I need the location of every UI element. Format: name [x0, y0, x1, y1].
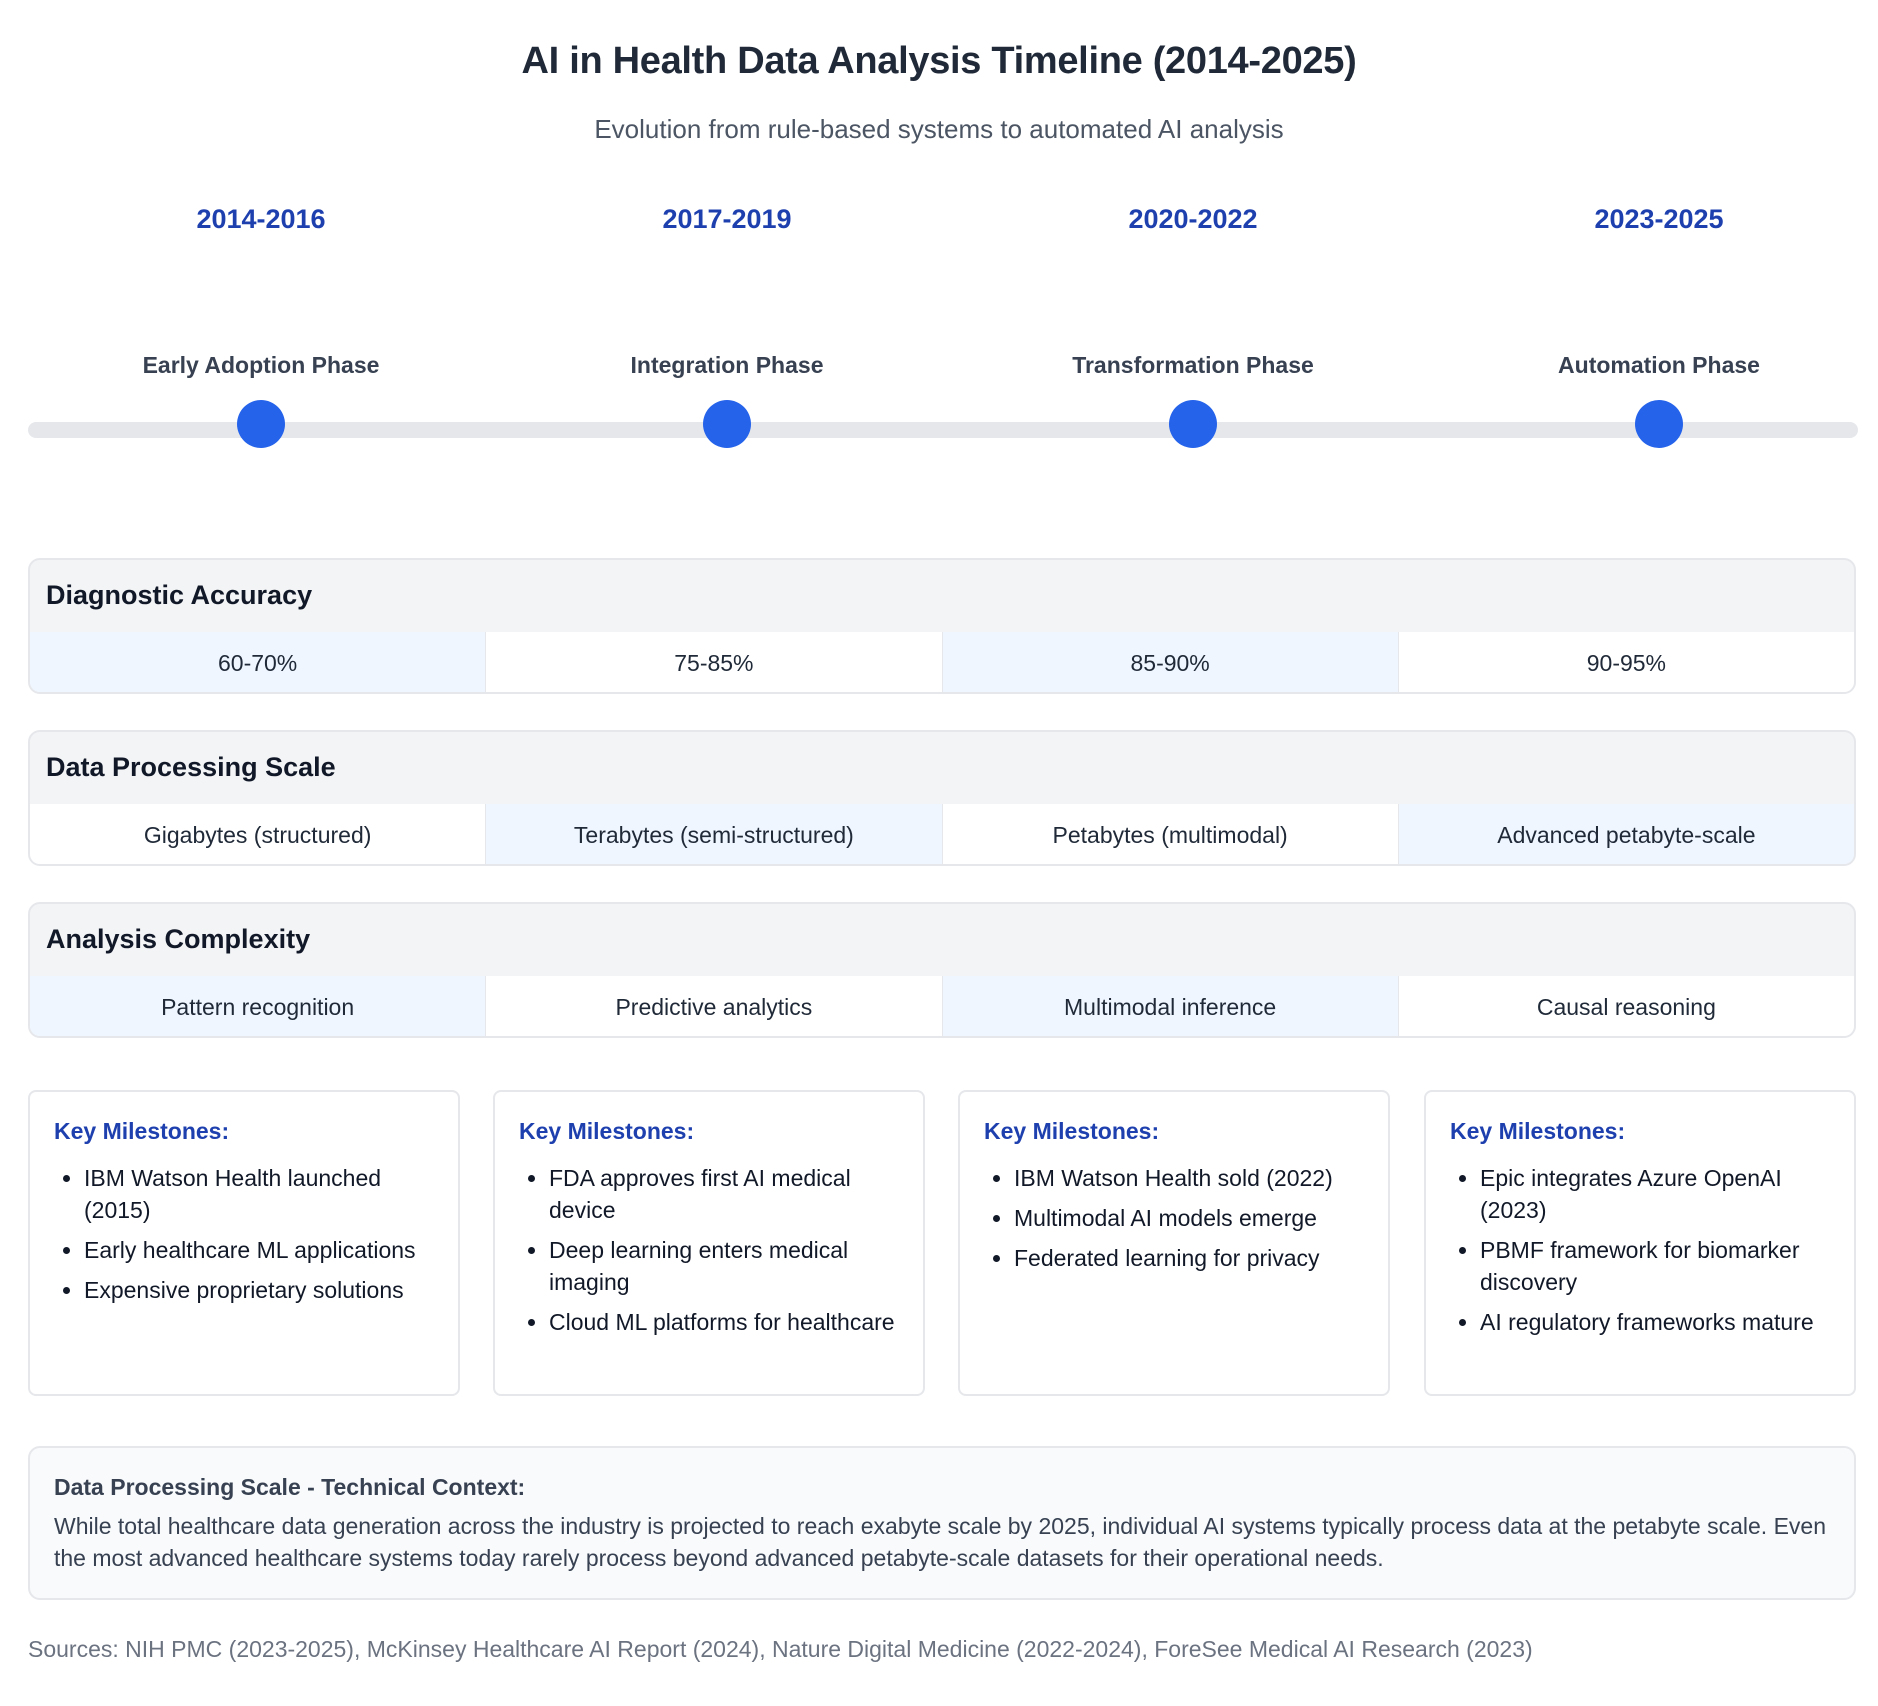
phase-marker: [237, 400, 285, 448]
milestone-card: Key Milestones: Epic integrates Azure Op…: [1424, 1090, 1856, 1396]
metric-cell: Predictive analytics: [486, 976, 943, 1036]
page-subtitle: Evolution from rule-based systems to aut…: [594, 114, 1284, 144]
milestone-heading: Key Milestones:: [984, 1118, 1160, 1144]
milestone-list: Epic integrates Azure OpenAI (2023) PBMF…: [1450, 1162, 1836, 1346]
metric-cell: Causal reasoning: [1398, 976, 1854, 1036]
metric-diagnostic-accuracy: Diagnostic Accuracy 60-70% 75-85% 85-90%…: [28, 558, 1856, 694]
metric-cell: Terabytes (semi-structured): [486, 804, 943, 864]
list-item: Early healthcare ML applications: [84, 1234, 440, 1266]
phase-years: 2014-2016: [196, 204, 326, 234]
list-item: IBM Watson Health sold (2022): [1014, 1162, 1370, 1194]
metric-title: Analysis Complexity: [46, 924, 311, 954]
list-item: PBMF framework for biomarker discovery: [1480, 1234, 1836, 1298]
metric-cell: Pattern recognition: [30, 976, 487, 1036]
list-item: Deep learning enters medical imaging: [549, 1234, 905, 1298]
metric-cells: 60-70% 75-85% 85-90% 90-95%: [30, 632, 1854, 692]
metric-cell: 85-90%: [942, 632, 1399, 692]
milestone-heading: Key Milestones:: [519, 1118, 695, 1144]
metric-title: Data Processing Scale: [46, 752, 336, 782]
phase-marker: [703, 400, 751, 448]
metric-title: Diagnostic Accuracy: [46, 580, 313, 610]
phase-name: Integration Phase: [630, 352, 824, 378]
context-heading: Data Processing Scale - Technical Contex…: [54, 1474, 526, 1500]
timeline: 2014-2016 Early Adoption Phase 2017-2019…: [28, 190, 1858, 450]
milestone-list: IBM Watson Health launched (2015) Early …: [54, 1162, 440, 1314]
timeline-track: [28, 422, 1858, 438]
page-title: AI in Health Data Analysis Timeline (201…: [521, 40, 1357, 82]
phase-years: 2023-2025: [1594, 204, 1724, 234]
metric-cell: 60-70%: [30, 632, 487, 692]
milestone-heading: Key Milestones:: [54, 1118, 230, 1144]
phase-years: 2017-2019: [662, 204, 792, 234]
list-item: FDA approves first AI medical device: [549, 1162, 905, 1226]
context-text: While total healthcare data generation a…: [54, 1513, 1826, 1571]
milestone-card: Key Milestones: FDA approves first AI me…: [493, 1090, 925, 1396]
list-item: Federated learning for privacy: [1014, 1242, 1370, 1274]
phase-name: Transformation Phase: [1072, 352, 1314, 378]
technical-context-box: Data Processing Scale - Technical Contex…: [28, 1446, 1856, 1600]
milestone-card: Key Milestones: IBM Watson Health launch…: [28, 1090, 460, 1396]
metric-cell: Multimodal inference: [942, 976, 1399, 1036]
phase-name: Automation Phase: [1558, 352, 1760, 378]
list-item: Expensive proprietary solutions: [84, 1274, 440, 1306]
metric-cells: Pattern recognition Predictive analytics…: [30, 976, 1854, 1036]
list-item: IBM Watson Health launched (2015): [84, 1162, 440, 1226]
metric-cells: Gigabytes (structured) Terabytes (semi-s…: [30, 804, 1854, 864]
milestone-list: FDA approves first AI medical device Dee…: [519, 1162, 905, 1346]
list-item: Multimodal AI models emerge: [1014, 1202, 1370, 1234]
phase-name: Early Adoption Phase: [142, 352, 380, 378]
list-item: Cloud ML platforms for healthcare: [549, 1306, 905, 1338]
metric-data-processing-scale: Data Processing Scale Gigabytes (structu…: [28, 730, 1856, 866]
list-item: Epic integrates Azure OpenAI (2023): [1480, 1162, 1836, 1226]
metric-cell: Petabytes (multimodal): [942, 804, 1399, 864]
milestone-list: IBM Watson Health sold (2022) Multimodal…: [984, 1162, 1370, 1282]
phase-years: 2020-2022: [1128, 204, 1258, 234]
metric-analysis-complexity: Analysis Complexity Pattern recognition …: [28, 902, 1856, 1038]
metric-cell: Gigabytes (structured): [30, 804, 487, 864]
sources-note: Sources: NIH PMC (2023-2025), McKinsey H…: [28, 1636, 1533, 1662]
phase-marker: [1635, 400, 1683, 448]
metric-cell: 90-95%: [1398, 632, 1854, 692]
metric-cell: 75-85%: [486, 632, 943, 692]
list-item: AI regulatory frameworks mature: [1480, 1306, 1836, 1338]
milestone-heading: Key Milestones:: [1450, 1118, 1626, 1144]
metric-cell: Advanced petabyte-scale: [1398, 804, 1854, 864]
milestone-card: Key Milestones: IBM Watson Health sold (…: [958, 1090, 1390, 1396]
phase-marker: [1169, 400, 1217, 448]
